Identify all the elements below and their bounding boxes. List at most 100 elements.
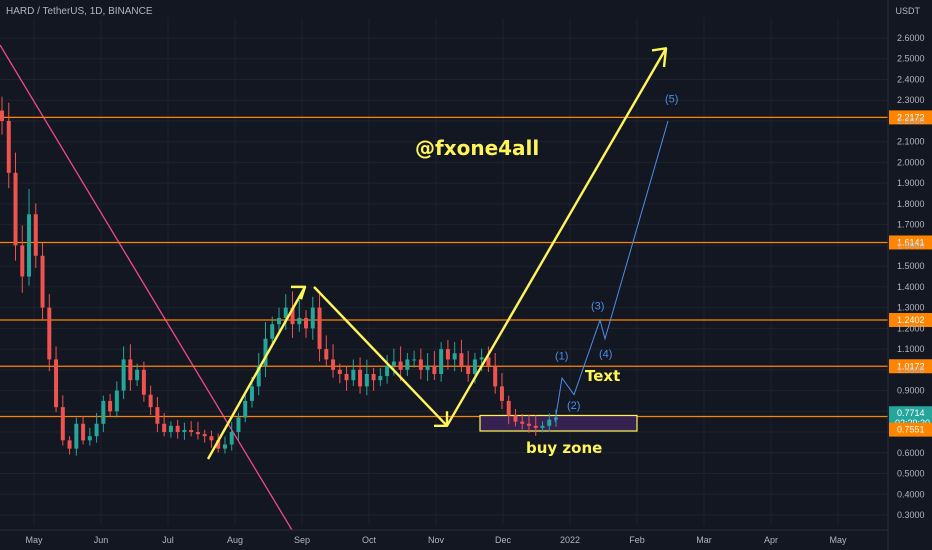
- candle-body: [439, 349, 444, 374]
- wave-projection: (1) (2) (3) (4) (5): [554, 93, 678, 422]
- text-annotation: Text: [585, 367, 620, 385]
- level-price-label: 1.6141: [897, 237, 925, 247]
- candle-body: [425, 365, 430, 370]
- y-tick-label: 0.6000: [897, 448, 925, 458]
- y-tick-label: 1.2000: [897, 323, 925, 333]
- wave-label: (4): [599, 348, 612, 360]
- level-price-tag: [889, 359, 932, 374]
- descending-trendline: [0, 44, 293, 531]
- candle-body: [412, 359, 417, 361]
- candle-body: [418, 359, 423, 370]
- candle-body: [297, 317, 302, 325]
- level-price-label: 2.2172: [897, 112, 925, 122]
- candle-body: [27, 214, 32, 277]
- y-tick-label: 1.4000: [897, 282, 925, 292]
- y-tick-label: 1.9000: [897, 178, 925, 188]
- candle-body: [263, 338, 268, 366]
- candle-body: [351, 369, 356, 381]
- candle-body: [87, 436, 92, 441]
- x-tick-label: Mar: [696, 535, 712, 545]
- candle-body: [128, 359, 133, 381]
- horizontal-levels: 2.2172 1.6141 1.2402 1.0172: [0, 110, 932, 418]
- candle-body: [398, 361, 403, 370]
- candle-body: [108, 400, 113, 412]
- candle-body: [67, 440, 72, 449]
- candle-body: [54, 359, 59, 408]
- price-axis[interactable]: 2.6000 2.5000 2.4000 2.3000 2.2000 2.1000 2.00…: [887, 0, 932, 550]
- candle-body: [60, 407, 65, 441]
- candles: [0, 96, 558, 456]
- candle-body: [445, 349, 450, 360]
- candle-body: [189, 429, 194, 433]
- candle-body: [344, 373, 349, 381]
- x-tick-label: Aug: [227, 535, 243, 545]
- arrow-up-head: [291, 285, 307, 300]
- x-tick-label: Sep: [294, 535, 310, 545]
- candle-body: [202, 434, 207, 437]
- wave-label: (2): [567, 400, 580, 412]
- candle-body: [486, 357, 491, 366]
- y-tick-label: 1.3000: [897, 303, 925, 313]
- candle-body: [114, 390, 119, 412]
- arrow-drawings: [206, 47, 668, 460]
- candle-body: [520, 421, 525, 424]
- candle-body: [74, 423, 79, 449]
- y-tick-label: 0.9000: [897, 386, 925, 396]
- candle-body: [121, 359, 126, 391]
- candle-body: [155, 407, 160, 424]
- buy-zone-box: [479, 414, 638, 432]
- candle-body: [364, 373, 369, 387]
- y-tick-label: 2.5000: [897, 54, 925, 64]
- candle-body: [337, 369, 342, 374]
- candle-body: [182, 429, 187, 433]
- x-tick-label: Jun: [94, 535, 109, 545]
- candle-body: [40, 255, 45, 308]
- level-price-tag: [889, 235, 932, 250]
- candle-body: [168, 425, 173, 433]
- candle-body: [378, 376, 383, 381]
- y-tick-label: 0.3000: [897, 510, 925, 520]
- x-tick-label: Feb: [629, 535, 645, 545]
- level-price-tag: [889, 110, 932, 125]
- candle-body: [479, 357, 484, 360]
- candle-body: [135, 369, 140, 381]
- candle-body: [33, 214, 38, 256]
- x-tick-label: Oct: [362, 535, 377, 545]
- symbol-header: HARD / TetherUS, 1D, BINANCE: [6, 6, 153, 17]
- x-tick-label: Dec: [495, 535, 512, 545]
- candle-body: [81, 423, 86, 441]
- buy-zone-low-tag: [889, 422, 932, 437]
- x-tick-label: Jul: [162, 535, 174, 545]
- candle-body: [141, 369, 146, 395]
- grid: [0, 18, 888, 525]
- candle-body: [222, 444, 227, 449]
- level-price-label: 1.2402: [897, 315, 925, 325]
- candle-body: [283, 307, 288, 318]
- candle-body: [47, 307, 52, 360]
- y-tick-label: 1.7000: [897, 220, 925, 230]
- buy-zone-label: buy zone: [526, 439, 602, 457]
- y-tick-label: 1.1000: [897, 344, 925, 354]
- y-tick-label: 1.5000: [897, 261, 925, 271]
- x-tick-label: 2022: [560, 535, 580, 545]
- y-tick-label: 2.3000: [897, 95, 925, 105]
- candle-body: [391, 361, 396, 366]
- candle-body: [432, 365, 437, 374]
- wave-label: (3): [591, 301, 604, 313]
- buy-zone-low-label: 0.7551: [897, 425, 925, 435]
- candle-body: [331, 359, 336, 370]
- y-tick-label: 0.4000: [897, 489, 925, 499]
- candle-body: [6, 120, 11, 173]
- candle-body: [310, 307, 315, 329]
- candle-body: [94, 423, 99, 437]
- wave-label: (5): [665, 93, 678, 105]
- candle-body: [20, 245, 25, 277]
- candle-body: [162, 423, 167, 433]
- candle-body: [466, 365, 471, 374]
- trendline-layer: [0, 44, 293, 531]
- handle-annotation: @fxone4all: [415, 136, 539, 160]
- y-tick-label: 2.1000: [897, 137, 925, 147]
- time-axis[interactable]: May Jun Jul Aug Sep Oct Nov Dec 2022 Feb Mar Apr May: [0, 529, 888, 545]
- candle-body: [533, 425, 538, 428]
